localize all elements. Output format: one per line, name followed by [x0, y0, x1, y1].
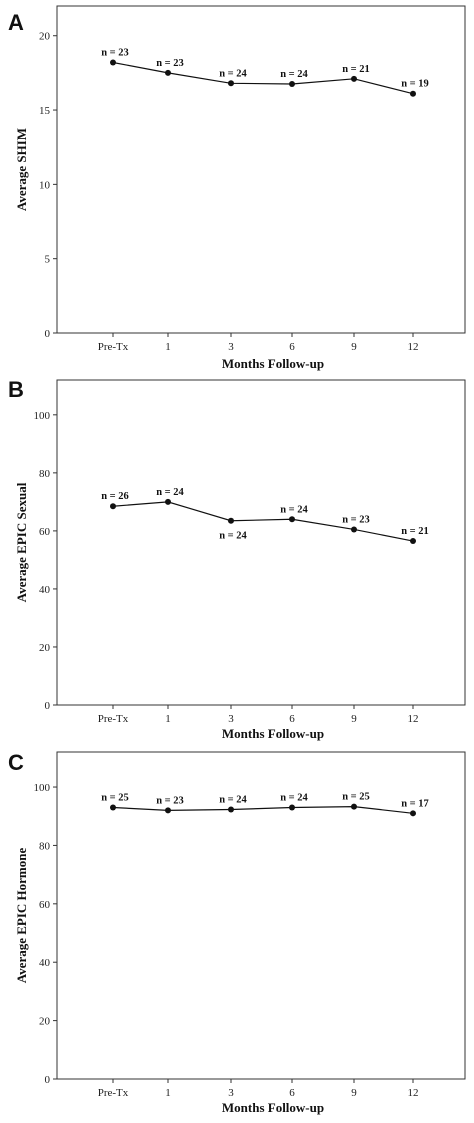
x-tick-label: 3 — [228, 341, 234, 353]
x-tick-label: 6 — [289, 341, 295, 353]
data-point — [110, 804, 116, 811]
y-tick-label: 20 — [39, 31, 51, 43]
data-point — [289, 81, 295, 88]
y-axis-title: Average EPIC Sexual — [14, 482, 29, 602]
data-point — [110, 503, 116, 510]
data-label: n = 21 — [401, 526, 429, 537]
x-axis-title: Months Follow-up — [222, 356, 324, 371]
x-tick-label: 6 — [289, 713, 295, 725]
x-tick-label: 3 — [228, 1087, 234, 1099]
data-label: n = 21 — [342, 64, 370, 75]
plot-frame — [56, 751, 466, 1080]
x-axis-title: Months Follow-up — [222, 726, 324, 741]
data-label: n = 24 — [280, 69, 308, 80]
data-point — [228, 517, 234, 524]
x-tick-label: 9 — [351, 713, 357, 725]
data-label: n = 24 — [156, 487, 184, 498]
data-point — [351, 526, 357, 533]
data-label: n = 24 — [280, 792, 308, 803]
x-tick-label: 1 — [165, 713, 171, 725]
y-tick-label: 20 — [39, 642, 51, 654]
data-point — [351, 75, 357, 82]
data-label: n = 24 — [219, 531, 247, 542]
data-point — [410, 538, 416, 545]
x-axis-title: Months Follow-up — [222, 1100, 324, 1115]
y-tick-label: 10 — [39, 179, 51, 191]
y-tick-label: 0 — [45, 700, 51, 712]
y-tick-label: 20 — [39, 1016, 51, 1028]
x-tick-label: 12 — [408, 1087, 419, 1099]
data-label: n = 25 — [101, 792, 129, 803]
x-tick-label: 6 — [289, 1087, 295, 1099]
data-point — [410, 810, 416, 817]
data-point — [228, 80, 234, 87]
plot-frame — [56, 379, 466, 706]
data-label: n = 24 — [280, 504, 308, 515]
y-tick-label: 80 — [39, 468, 51, 480]
panel-letter: A — [8, 10, 24, 35]
data-point — [289, 516, 295, 523]
data-label: n = 23 — [156, 795, 184, 806]
series-line — [112, 501, 414, 542]
y-tick-label: 100 — [34, 782, 51, 794]
x-tick-label: Pre-Tx — [98, 1087, 129, 1099]
series-line — [112, 805, 414, 814]
data-label: n = 23 — [342, 514, 370, 525]
data-point — [228, 806, 234, 813]
data-point — [165, 498, 171, 505]
data-label: n = 23 — [156, 58, 184, 69]
data-label: n = 23 — [101, 47, 129, 58]
x-tick-label: 12 — [408, 341, 419, 353]
data-point — [410, 90, 416, 97]
data-label: n = 19 — [401, 79, 429, 90]
panel-b: B 0 20 40 60 80 100 Pre-Tx 1 3 6 9 12 Months Follow-u… — [8, 377, 466, 741]
data-label: n = 26 — [101, 491, 129, 502]
data-label: n = 24 — [219, 795, 247, 806]
y-tick-label: 0 — [45, 328, 51, 340]
x-tick-label: 1 — [165, 341, 171, 353]
y-tick-label: 40 — [39, 584, 51, 596]
y-tick-label: 80 — [39, 840, 51, 852]
plot-frame — [56, 5, 466, 334]
data-label: n = 17 — [401, 798, 429, 809]
x-tick-label: Pre-Tx — [98, 713, 129, 725]
x-tick-label: 9 — [351, 1087, 357, 1099]
x-tick-label: 1 — [165, 1087, 171, 1099]
data-label: n = 24 — [219, 68, 247, 79]
y-tick-label: 100 — [34, 410, 51, 422]
y-tick-label: 15 — [39, 105, 51, 117]
panel-c: C 0 20 40 60 80 100 Pre-Tx 1 3 6 9 12 Months Follow-u… — [8, 750, 466, 1115]
panel-a: A 0 5 10 15 20 Pre-Tx 1 3 6 9 12 Months Follow-up Ave… — [8, 5, 466, 371]
data-point — [110, 59, 116, 66]
x-tick-label: 9 — [351, 341, 357, 353]
x-tick-label: 12 — [408, 713, 419, 725]
series-line — [112, 61, 414, 95]
data-point — [289, 804, 295, 811]
data-point — [165, 807, 171, 814]
panel-letter: C — [8, 750, 24, 775]
panel-letter: B — [8, 377, 24, 402]
data-point — [351, 803, 357, 810]
y-tick-label: 60 — [39, 526, 51, 538]
x-tick-label: Pre-Tx — [98, 341, 129, 353]
y-tick-label: 5 — [45, 254, 51, 266]
y-tick-label: 0 — [45, 1074, 51, 1086]
y-axis-title: Average SHIM — [14, 128, 29, 211]
y-tick-label: 60 — [39, 899, 51, 911]
y-axis-title: Average EPIC Hormone — [14, 848, 29, 984]
y-tick-label: 40 — [39, 957, 51, 969]
data-point — [165, 69, 171, 76]
x-tick-label: 3 — [228, 713, 234, 725]
data-label: n = 25 — [342, 792, 370, 803]
